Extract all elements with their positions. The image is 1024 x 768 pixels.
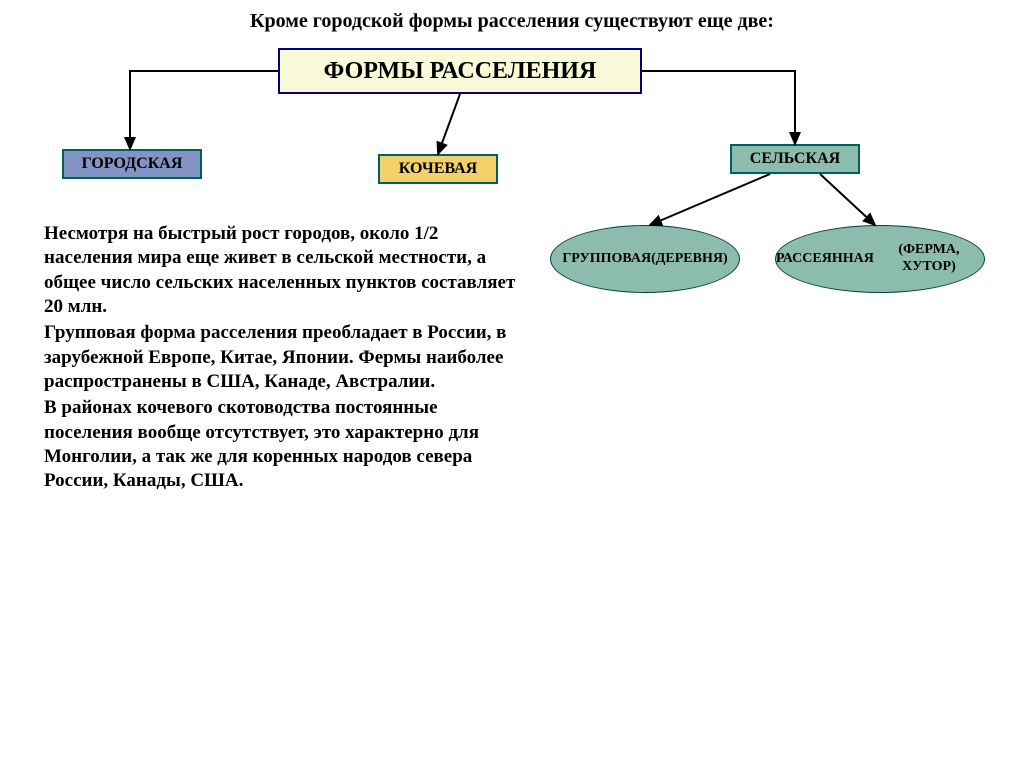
root-node: ФОРМЫ РАССЕЛЕНИЯ: [278, 48, 642, 94]
root-node-label: ФОРМЫ РАССЕЛЕНИЯ: [324, 58, 597, 85]
ellipse-scatter: РАССЕЯННАЯ(ФЕРМА, ХУТОР): [775, 225, 985, 293]
page-title: Кроме городской формы расселения существ…: [0, 10, 1024, 33]
connector: [820, 174, 875, 225]
category-rural: СЕЛЬСКАЯ: [730, 144, 860, 174]
category-nomad: КОЧЕВАЯ: [378, 154, 498, 184]
connector: [130, 71, 278, 149]
connector: [642, 71, 795, 144]
connector: [438, 94, 460, 154]
connector: [650, 174, 770, 225]
ellipse-group: ГРУППОВАЯ(ДЕРЕВНЯ): [550, 225, 740, 293]
body-text: Несмотря на быстрый рост городов, около …: [44, 222, 524, 495]
category-urban: ГОРОДСКАЯ: [62, 149, 202, 179]
